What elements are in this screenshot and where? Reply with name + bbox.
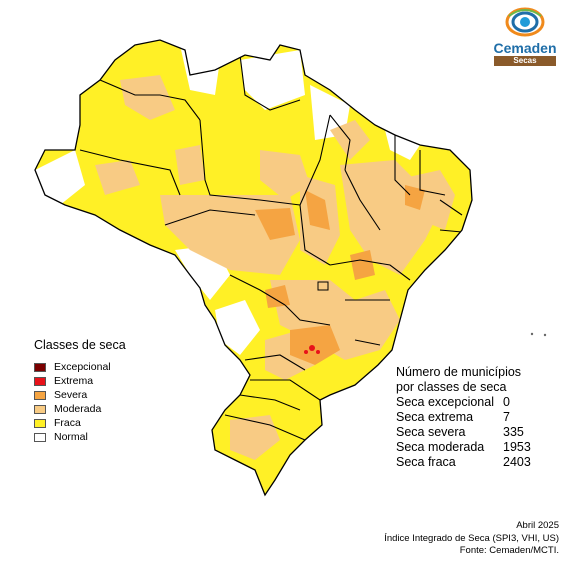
footer: Abril 2025 Índice Integrado de Seca (SPI…	[384, 520, 559, 558]
legend-label: Normal	[54, 431, 88, 443]
stats-label: Seca moderada	[396, 440, 485, 454]
legend-item-excepcional: Excepcional	[34, 360, 126, 374]
legend-swatch	[34, 390, 46, 400]
logo-name: Cemaden	[493, 40, 557, 56]
legend-label: Fraca	[54, 417, 81, 429]
legend-swatch	[34, 432, 46, 442]
footer-date: Abril 2025	[516, 520, 559, 531]
footer-source: Fonte: Cemaden/MCTI.	[459, 545, 559, 556]
extrema-areas	[304, 345, 320, 354]
stats-value: 0	[503, 395, 510, 409]
legend-item-moderada: Moderada	[34, 402, 126, 416]
stats-value: 7	[503, 410, 510, 424]
municipality-stats: Número de municípios por classes de seca…	[396, 365, 531, 470]
stats-title-line1: Número de municípios	[396, 365, 522, 379]
stats-label: Seca fraca	[396, 455, 456, 469]
stats-row-fraca: Seca fraca 2403	[396, 455, 531, 470]
moderada-areas	[95, 75, 455, 460]
legend-swatch	[34, 376, 46, 386]
stats-label: Seca severa	[396, 425, 466, 439]
legend-label: Extrema	[54, 375, 94, 387]
footer-index: Índice Integrado de Seca (SPI3, VHI, US)	[384, 532, 559, 544]
stats-row-severa: Seca severa 335	[396, 425, 531, 440]
severa-areas	[255, 185, 425, 365]
legend-swatch	[34, 362, 46, 372]
legend-item-severa: Severa	[34, 388, 126, 402]
legend-label: Moderada	[54, 403, 102, 415]
legend-item-normal: Normal	[34, 430, 126, 444]
state-boundaries	[79, 54, 463, 441]
stats-row-moderada: Seca moderada 1953	[396, 440, 531, 455]
stats-title-line2: por classes de seca	[396, 380, 507, 394]
legend-label: Severa	[54, 389, 88, 401]
legend-title: Classes de seca	[34, 338, 126, 352]
stats-value: 1953	[503, 440, 531, 454]
legend-swatch	[34, 404, 46, 414]
stats-row-excepcional: Seca excepcional 0	[396, 395, 531, 410]
eye-logo-icon	[505, 7, 545, 37]
islands	[530, 332, 547, 337]
legend-item-fraca: Fraca	[34, 416, 126, 430]
stats-value: 335	[503, 425, 524, 439]
cemaden-logo: Cemaden Secas	[490, 6, 560, 66]
federal-district	[317, 281, 329, 291]
legend-item-extrema: Extrema	[34, 374, 126, 388]
stats-label: Seca extrema	[396, 410, 474, 424]
stats-row-extrema: Seca extrema 7	[396, 410, 531, 425]
legend: Classes de seca Excepcional Extrema Seve…	[34, 338, 126, 444]
logo-subtitle: Secas	[494, 56, 556, 66]
legend-label: Excepcional	[54, 361, 111, 373]
stats-label: Seca excepcional	[396, 395, 494, 409]
legend-swatch	[34, 418, 46, 428]
stats-value: 2403	[503, 455, 531, 469]
